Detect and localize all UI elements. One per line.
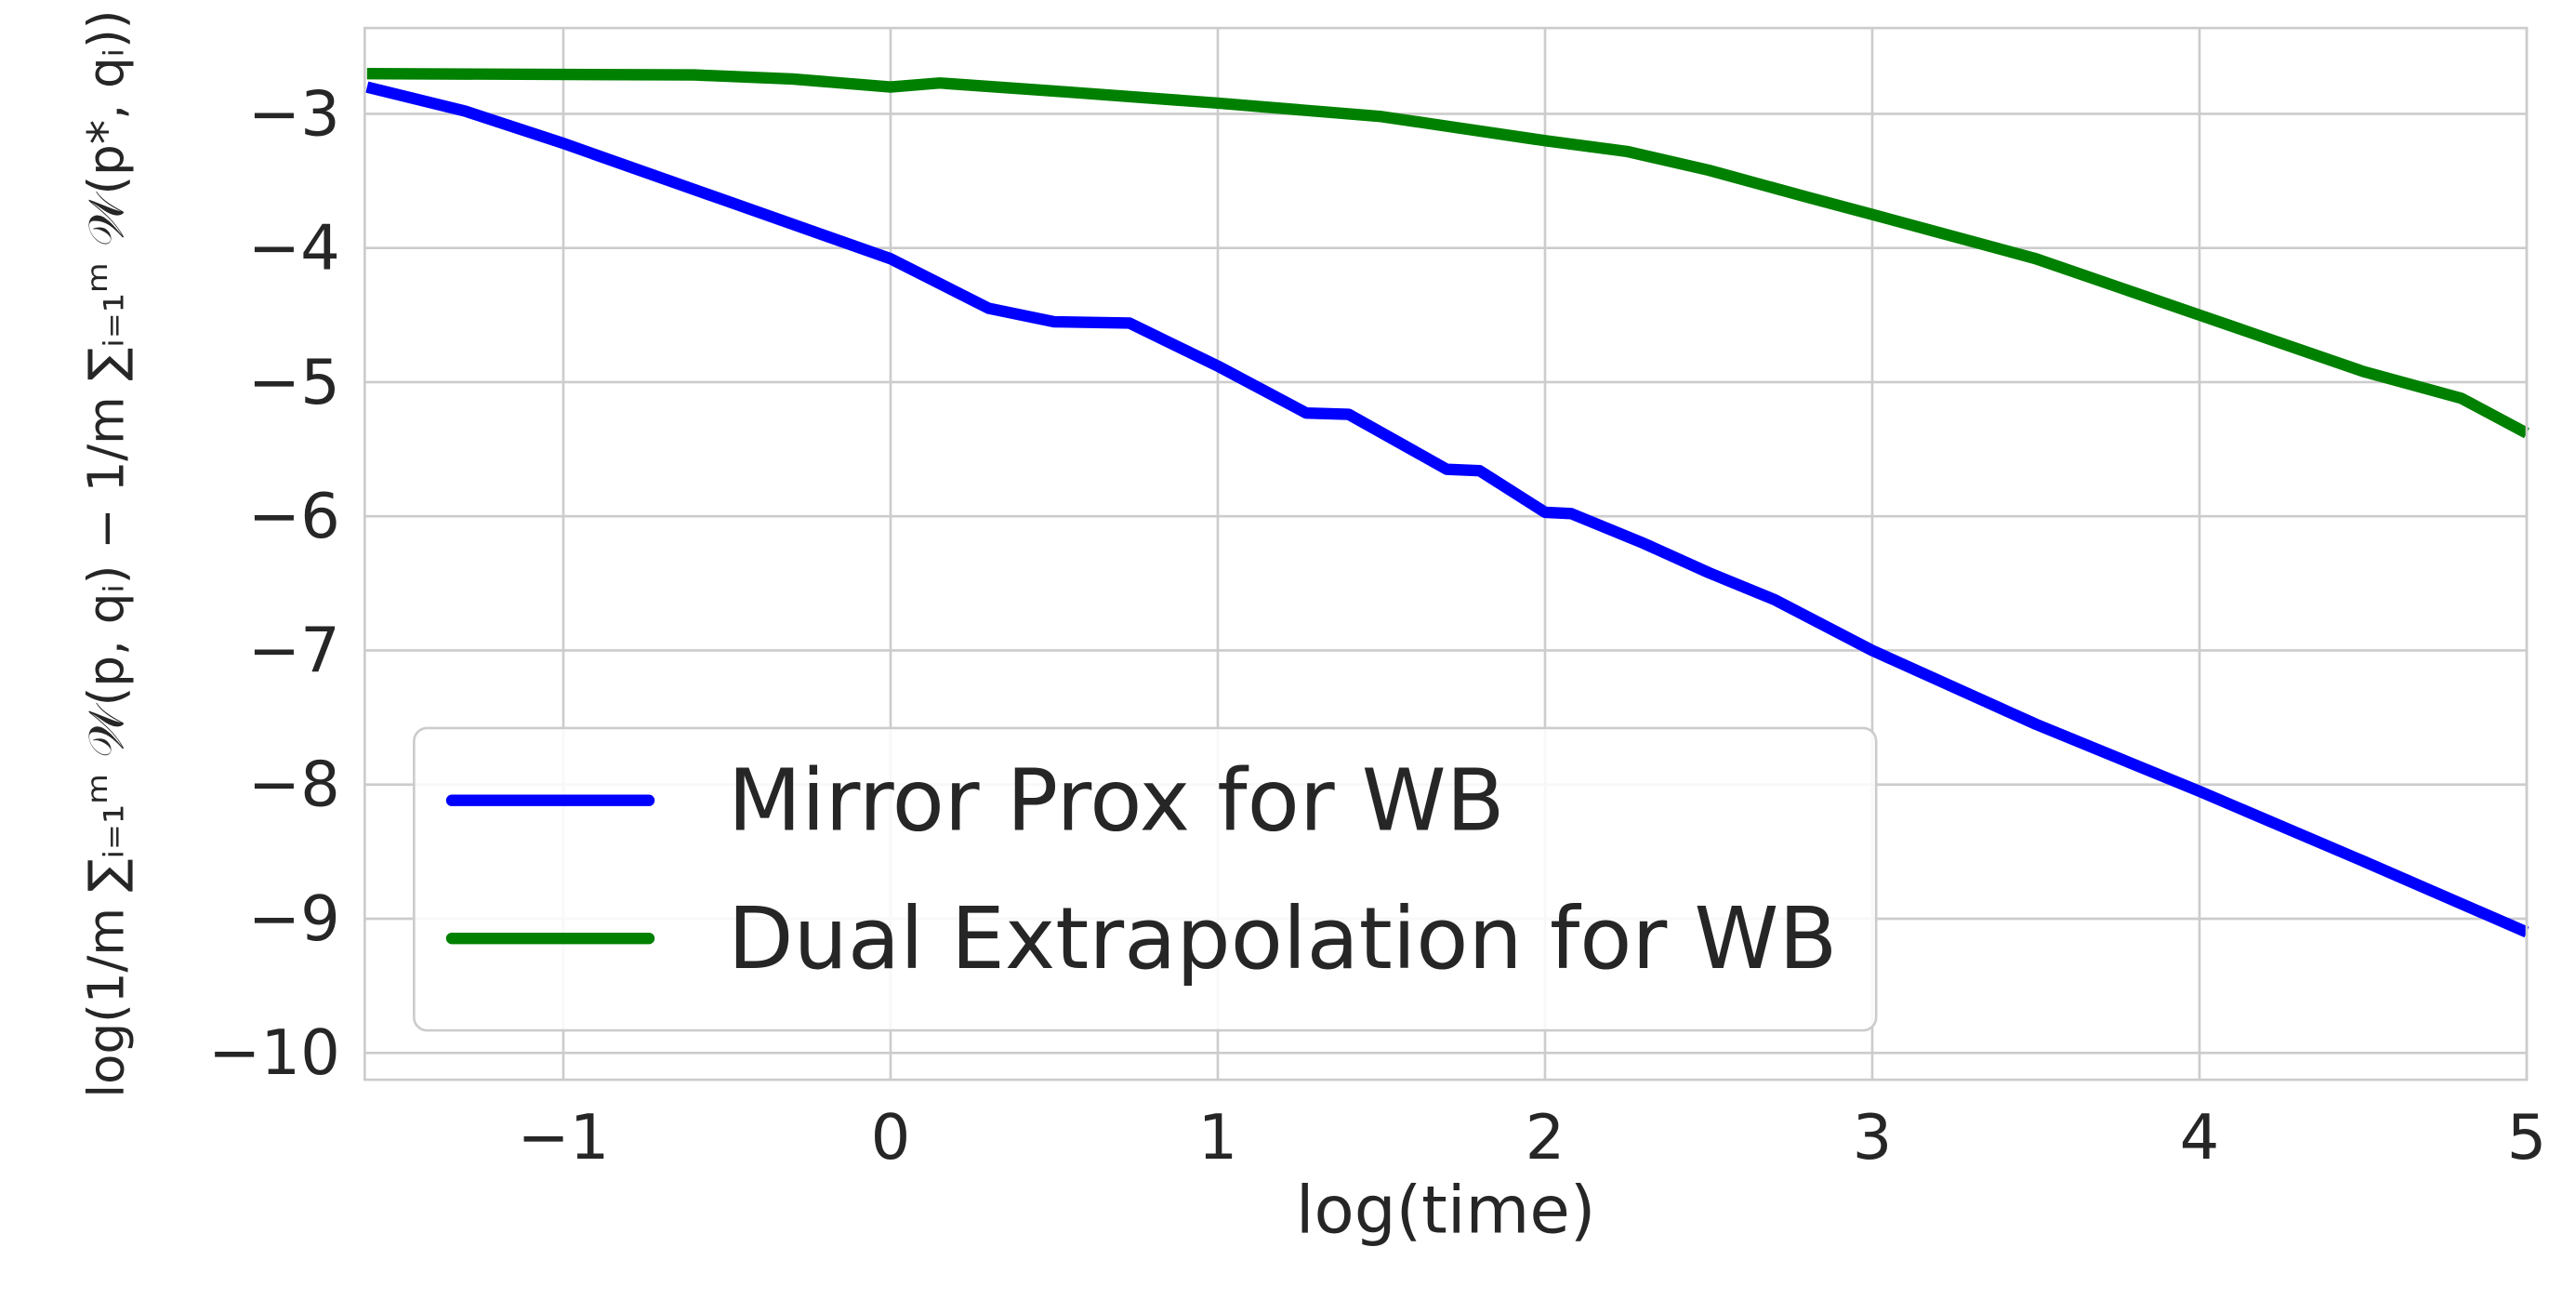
x-tick-label: 3: [1853, 1101, 1893, 1174]
plot-frame: [363, 26, 2529, 1081]
x-axis-label: log(time): [1296, 1171, 1596, 1248]
legend: Mirror Prox for WB Dual Extrapolation for…: [413, 726, 1878, 1032]
x-tick-label: 0: [871, 1101, 911, 1174]
y-axis-label: log(1/m ∑ᵢ₌₁ᵐ 𝒲(p, qᵢ) − 1/m ∑ᵢ₌₁ᵐ 𝒲(p*,…: [78, 10, 136, 1098]
y-tick-label: −7: [248, 614, 340, 686]
x-tick-label: 4: [2180, 1101, 2220, 1174]
y-tick-label: −9: [248, 882, 340, 955]
x-tick-label: 2: [1526, 1101, 1565, 1174]
legend-label: Mirror Prox for WB: [728, 751, 1505, 851]
legend-box: [413, 726, 1878, 1032]
x-tick-label: 1: [1198, 1101, 1238, 1174]
y-tick-label: −4: [248, 212, 340, 285]
x-tick-label: −1: [517, 1101, 609, 1174]
y-tick-label: −8: [248, 749, 340, 821]
lines: [365, 67, 2530, 938]
y-tick-label: −5: [248, 346, 340, 418]
y-tick-label: −3: [248, 77, 340, 150]
y-tick-label: −6: [248, 480, 340, 552]
x-tick-label: 5: [2507, 1101, 2547, 1174]
y-tick-label: −10: [208, 1016, 340, 1089]
series-line: [366, 67, 2530, 439]
series-line: [365, 81, 2530, 938]
legend-label: Dual Extrapolation for WB: [728, 889, 1837, 988]
